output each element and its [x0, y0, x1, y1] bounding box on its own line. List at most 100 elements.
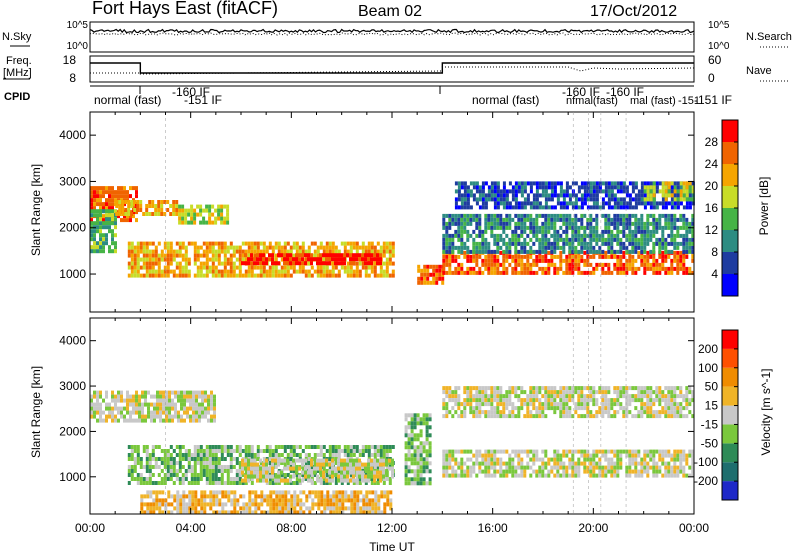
cell-f5	[301, 253, 304, 258]
cell-f9	[580, 181, 584, 186]
cell-f9	[550, 181, 554, 186]
cell-f9	[580, 193, 584, 198]
cell-f3	[407, 413, 411, 418]
cell-f0	[102, 218, 105, 223]
cell-f3	[419, 421, 423, 426]
cell-f6	[441, 280, 445, 285]
cell-f3	[416, 421, 420, 426]
cell-f0	[123, 202, 126, 207]
cell-f9	[601, 181, 605, 186]
cell-f7	[661, 254, 665, 259]
cell-f8	[592, 237, 596, 242]
cell-f1	[139, 465, 143, 469]
cell-f8	[442, 245, 446, 250]
cell-f0	[144, 394, 147, 399]
cell-f1	[148, 465, 152, 469]
cell-f8	[532, 217, 536, 222]
cell-f0	[150, 410, 153, 415]
cell-f9	[499, 193, 503, 198]
cell-f9	[601, 205, 605, 210]
cell-f8	[676, 229, 680, 234]
cell-f5	[628, 402, 632, 407]
cell-f4	[553, 449, 557, 454]
cell-f9	[523, 197, 527, 202]
cell-f4	[223, 273, 227, 278]
cell-f0	[183, 418, 186, 423]
cell-f5	[601, 402, 605, 407]
cell-f2	[274, 478, 277, 483]
cell-f7	[502, 254, 506, 259]
cell-f4	[205, 253, 209, 258]
cell-f9	[457, 181, 461, 186]
cell-f5	[538, 398, 542, 403]
cell-f1	[196, 445, 200, 449]
cell-f0	[192, 406, 195, 411]
cell-f1	[163, 453, 167, 457]
cell-f8	[550, 217, 554, 222]
cell-f0	[114, 394, 117, 399]
cell-f4	[151, 261, 155, 266]
cell-f8	[655, 237, 659, 242]
cell-f0	[132, 202, 135, 207]
cell-f8	[646, 213, 650, 218]
cell-f3	[404, 425, 408, 430]
cell-f5	[535, 394, 539, 399]
cell-f0	[126, 402, 129, 407]
cell-f4	[151, 257, 155, 262]
cell-f9	[496, 201, 500, 206]
cell-f4	[475, 461, 479, 466]
cell-f4	[241, 273, 245, 278]
cell-f4	[529, 457, 533, 462]
cell-f4	[490, 457, 494, 462]
cell-f8	[529, 245, 533, 250]
cell-f5	[595, 402, 599, 407]
cell-f4	[589, 465, 593, 470]
cell-f4	[265, 249, 269, 254]
cell-f9	[487, 189, 491, 194]
cell-f8	[580, 233, 584, 238]
cell-f1	[322, 453, 326, 457]
cell-f1	[175, 469, 179, 473]
cell-f1	[96, 217, 99, 222]
cell-f9	[592, 181, 596, 186]
cell-f1	[325, 469, 329, 473]
cell-f8	[472, 245, 476, 250]
cell-f4	[181, 273, 185, 278]
cell-f8	[553, 225, 557, 230]
cell-f8	[592, 249, 596, 254]
cell-f9	[511, 197, 515, 202]
cell-f4	[154, 257, 158, 262]
cell-f3	[416, 477, 420, 482]
cell-f8	[571, 221, 575, 226]
cell-f1	[99, 209, 102, 214]
cell-f4	[235, 249, 239, 254]
cell-f3	[419, 469, 423, 474]
cell-f2	[247, 474, 250, 479]
cell-f0	[105, 190, 108, 195]
cell-f5	[586, 414, 590, 419]
cell-f1	[289, 453, 293, 457]
cell-f9	[550, 205, 554, 210]
cell-f9	[526, 181, 530, 186]
cell-f8	[535, 237, 539, 242]
cell-f4	[370, 245, 374, 250]
cell-f2	[172, 212, 176, 216]
cell-f4	[682, 449, 686, 454]
cell-f4	[574, 461, 578, 466]
cell-f5	[346, 253, 349, 258]
cell-f5	[478, 414, 482, 419]
cell-f1	[208, 461, 212, 465]
cell-f7	[670, 262, 674, 267]
cell-f5	[484, 414, 488, 419]
cell-f9	[502, 185, 506, 190]
cell-f5	[607, 390, 611, 395]
cell-f6	[420, 276, 424, 281]
cell-f4	[514, 449, 518, 454]
cell-f4	[481, 461, 485, 466]
cell-f1	[214, 457, 218, 461]
cell-f8	[484, 241, 488, 246]
cell-f4	[568, 473, 572, 478]
cell-f7	[568, 266, 572, 271]
cell-f0	[114, 414, 117, 419]
